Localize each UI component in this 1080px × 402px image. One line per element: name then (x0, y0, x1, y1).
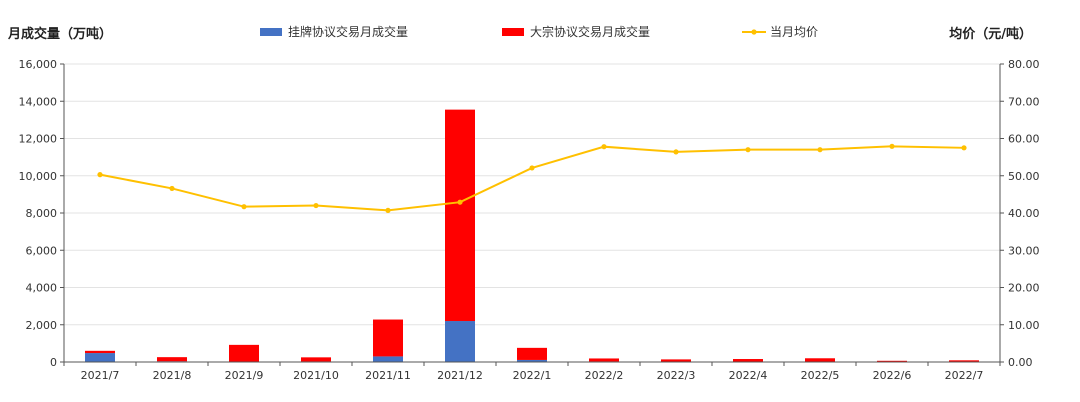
y-right-tick-label: 80.00 (1008, 58, 1040, 71)
x-tick-label: 2022/2 (585, 369, 624, 382)
legend-swatch-marker (751, 29, 757, 35)
price-point (313, 202, 319, 209)
bar-segment (805, 358, 835, 362)
x-tick-label: 2021/10 (293, 369, 339, 382)
y-right-tick-label: 20.00 (1008, 282, 1040, 295)
bar-segment (301, 357, 331, 362)
price-point (673, 149, 679, 155)
bar-segment (85, 350, 115, 354)
y-right-tick-label: 70.00 (1008, 95, 1040, 108)
price-point (745, 147, 751, 153)
legend-swatch (502, 28, 524, 36)
bar-segment (85, 353, 115, 362)
axes: 0 2,000 4,000 6,000 8,000 10,000 12,000 14,000 1… (19, 58, 1040, 382)
price-point (241, 204, 247, 210)
bar-segment (157, 357, 187, 362)
price-point (97, 172, 103, 178)
bar-segment (445, 109, 475, 322)
y-right-tick-label: 10.00 (1008, 319, 1040, 332)
bar-segment (949, 360, 979, 362)
price-point (385, 207, 391, 213)
price-point (889, 143, 895, 149)
bar-segment (517, 359, 547, 362)
price-point (817, 147, 823, 153)
right-axis-title: 均价（元/吨） (949, 26, 1032, 42)
price-point (961, 145, 967, 151)
legend-label: 挂牌协议交易月成交量 (288, 24, 408, 39)
y-left-tick-label: 12,000 (19, 133, 58, 146)
bar-segment (877, 360, 907, 362)
bar-segment (661, 359, 691, 362)
legend-swatch (260, 28, 282, 36)
x-tick-label: 2022/3 (657, 369, 696, 382)
y-left-tick-label: 6,000 (26, 244, 58, 257)
y-left-tick-label: 10,000 (19, 170, 58, 183)
gridlines (64, 63, 1000, 326)
price-point (457, 199, 463, 205)
price-point (529, 165, 535, 171)
y-left-tick-label: 2,000 (26, 319, 58, 332)
bars (85, 109, 979, 362)
bar-segment (733, 359, 763, 362)
price-point (601, 144, 607, 150)
bar-segment (517, 347, 547, 360)
bar-segment (373, 356, 403, 362)
y-right-tick-label: 60.00 (1008, 133, 1040, 146)
y-left-tick-label: 16,000 (19, 58, 58, 71)
left-axis-title: 月成交量（万吨） (7, 26, 112, 42)
bar-segment (229, 344, 259, 362)
y-right-tick-label: 40.00 (1008, 207, 1040, 220)
price-line (97, 143, 967, 213)
y-left-tick-label: 14,000 (19, 95, 58, 108)
y-right-tick-label: 0.00 (1008, 356, 1033, 369)
y-right-tick-label: 30.00 (1008, 244, 1040, 257)
bar-segment (373, 319, 403, 357)
legend-label: 大宗协议交易月成交量 (530, 24, 650, 39)
x-tick-label: 2022/1 (513, 369, 552, 382)
legend: 挂牌协议交易月成交量 大宗协议交易月成交量 当月均价 (260, 24, 818, 39)
bar-segment (445, 321, 475, 362)
price-line-path (99, 145, 965, 212)
x-tick-label: 2021/11 (365, 369, 411, 382)
price-point (169, 185, 175, 192)
x-tick-label: 2021/8 (153, 369, 192, 382)
x-tick-label: 2022/7 (945, 369, 984, 382)
legend-label: 当月均价 (770, 25, 818, 39)
x-tick-label: 2021/7 (81, 369, 120, 382)
y-left-tick-label: 4,000 (26, 282, 58, 295)
y-left-tick-label: 8,000 (26, 207, 58, 220)
x-tick-label: 2021/12 (437, 369, 483, 382)
y-right-tick-label: 50.00 (1008, 170, 1040, 183)
y-left-tick-label: 0 (50, 356, 57, 369)
x-tick-label: 2021/9 (225, 369, 264, 382)
x-tick-label: 2022/5 (801, 369, 840, 382)
x-tick-label: 2022/6 (873, 369, 912, 382)
x-tick-label: 2022/4 (729, 369, 768, 382)
bar-segment (589, 358, 619, 362)
